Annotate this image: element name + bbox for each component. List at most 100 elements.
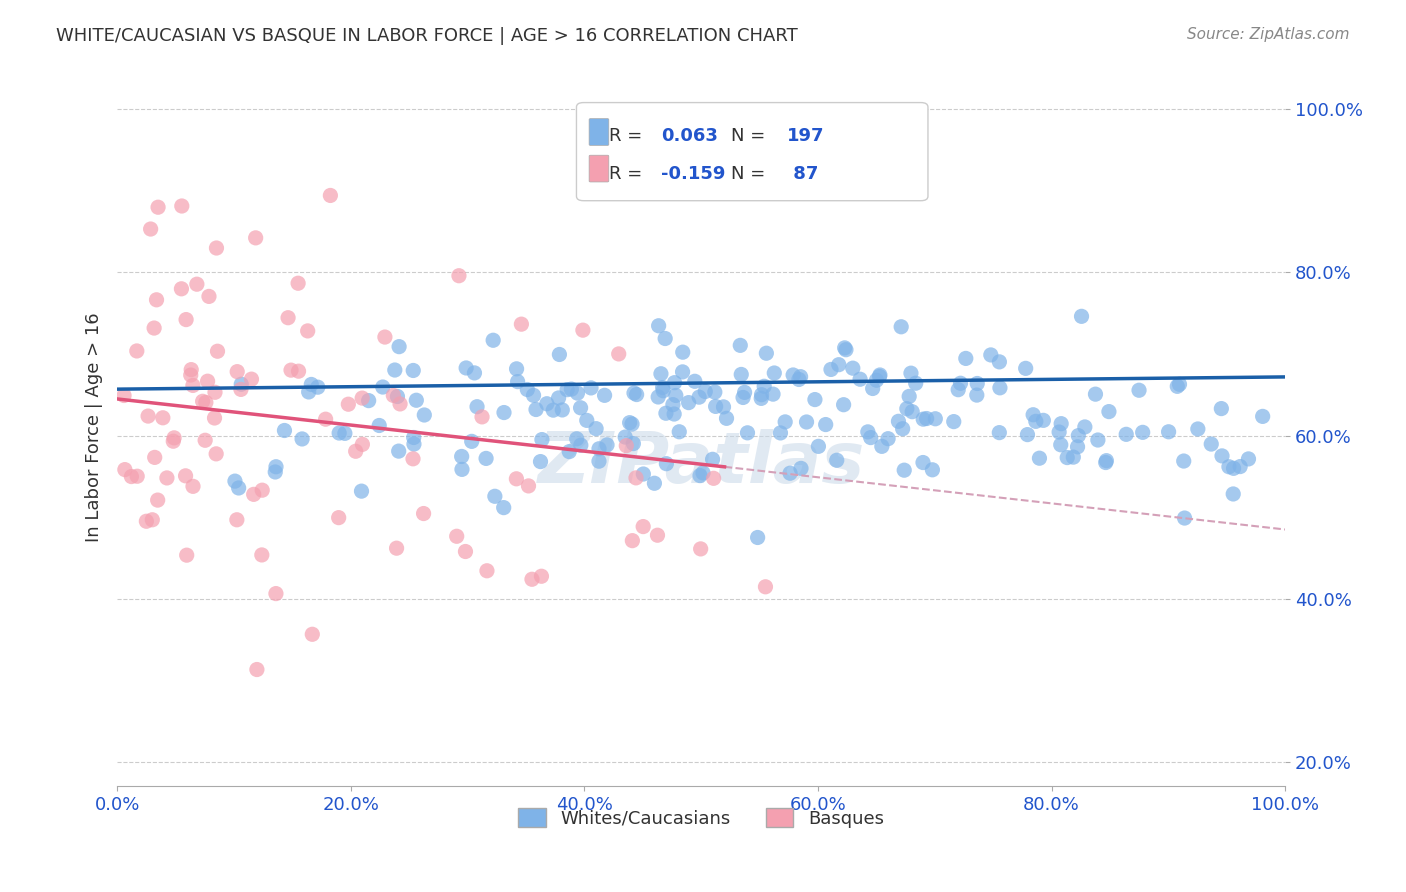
Basques	[614, 439, 637, 453]
Basques	[344, 444, 367, 458]
Whites/Caucasians	[751, 387, 773, 401]
Whites/Caucasians	[384, 363, 406, 377]
Whites/Caucasians	[790, 461, 813, 475]
Whites/Caucasians	[536, 397, 558, 411]
Basques	[510, 317, 533, 331]
Text: 0.063: 0.063	[661, 127, 717, 145]
Whites/Caucasians	[651, 380, 673, 394]
Whites/Caucasians	[530, 433, 553, 447]
Whites/Caucasians	[1199, 437, 1222, 451]
Text: N =: N =	[731, 165, 770, 183]
Whites/Caucasians	[588, 442, 610, 456]
Whites/Caucasians	[1028, 451, 1050, 466]
Whites/Caucasians	[924, 411, 946, 425]
Whites/Caucasians	[688, 390, 710, 404]
Whites/Caucasians	[387, 389, 409, 403]
Whites/Caucasians	[1218, 459, 1240, 474]
Basques	[517, 479, 540, 493]
Whites/Caucasians	[1094, 456, 1116, 470]
Basques	[337, 397, 360, 411]
Basques	[146, 493, 169, 508]
Whites/Caucasians	[734, 385, 756, 400]
Whites/Caucasians	[807, 439, 830, 453]
Whites/Caucasians	[901, 405, 924, 419]
Whites/Caucasians	[1062, 450, 1084, 464]
Whites/Caucasians	[328, 425, 350, 440]
Whites/Caucasians	[870, 439, 893, 453]
Whites/Caucasians	[948, 383, 970, 397]
Whites/Caucasians	[475, 451, 498, 466]
Whites/Caucasians	[695, 384, 717, 399]
Basques	[114, 462, 136, 476]
Whites/Caucasians	[1168, 377, 1191, 392]
Basques	[156, 471, 179, 485]
Basques	[139, 222, 162, 236]
Whites/Caucasians	[668, 425, 690, 439]
Basques	[703, 471, 725, 485]
Whites/Caucasians	[1166, 379, 1188, 393]
Text: 197: 197	[787, 127, 825, 145]
Basques	[112, 388, 135, 402]
Basques	[297, 324, 319, 338]
Whites/Caucasians	[1022, 408, 1045, 422]
Whites/Caucasians	[291, 432, 314, 446]
Basques	[163, 431, 186, 445]
Whites/Caucasians	[350, 484, 373, 499]
Whites/Caucasians	[626, 387, 648, 401]
Basques	[197, 374, 219, 388]
Basques	[143, 321, 166, 335]
Whites/Caucasians	[524, 402, 547, 417]
Basques	[245, 231, 267, 245]
Basques	[204, 385, 226, 400]
Whites/Caucasians	[835, 343, 858, 357]
Whites/Caucasians	[1070, 310, 1092, 324]
Whites/Caucasians	[904, 376, 927, 391]
Whites/Caucasians	[877, 432, 900, 446]
Whites/Caucasians	[988, 355, 1011, 369]
Basques	[162, 434, 184, 449]
Whites/Caucasians	[647, 318, 669, 333]
Whites/Caucasians	[898, 389, 921, 403]
Whites/Caucasians	[357, 393, 380, 408]
Whites/Caucasians	[716, 411, 738, 425]
Whites/Caucasians	[461, 434, 484, 449]
Whites/Caucasians	[1132, 425, 1154, 440]
Basques	[530, 569, 553, 583]
Whites/Caucasians	[1098, 404, 1121, 418]
Basques	[181, 378, 204, 392]
Basques	[250, 483, 273, 498]
Text: R =: R =	[609, 165, 648, 183]
Whites/Caucasians	[796, 415, 818, 429]
Whites/Caucasians	[662, 407, 685, 421]
Whites/Caucasians	[643, 476, 665, 491]
Whites/Caucasians	[551, 403, 574, 417]
Whites/Caucasians	[619, 416, 641, 430]
Whites/Caucasians	[731, 391, 754, 405]
Text: 87: 87	[787, 165, 818, 183]
Whites/Caucasians	[737, 425, 759, 440]
Basques	[205, 241, 228, 255]
Whites/Caucasians	[1056, 450, 1078, 465]
Whites/Caucasians	[402, 430, 425, 444]
Whites/Caucasians	[911, 456, 934, 470]
Whites/Caucasians	[463, 366, 485, 380]
Whites/Caucasians	[579, 381, 602, 395]
Whites/Caucasians	[749, 392, 772, 406]
Whites/Caucasians	[1128, 384, 1150, 398]
Whites/Caucasians	[1237, 451, 1260, 466]
Whites/Caucasians	[912, 412, 935, 426]
Whites/Caucasians	[402, 437, 425, 451]
Whites/Caucasians	[683, 374, 706, 388]
Whites/Caucasians	[231, 377, 253, 392]
Whites/Caucasians	[773, 415, 796, 429]
Whites/Caucasians	[529, 454, 551, 468]
Whites/Caucasians	[596, 438, 619, 452]
Whites/Caucasians	[1173, 454, 1195, 468]
Text: R =: R =	[609, 127, 648, 145]
Whites/Caucasians	[704, 400, 727, 414]
Whites/Caucasians	[980, 348, 1002, 362]
Whites/Caucasians	[575, 413, 598, 427]
Whites/Caucasians	[505, 361, 527, 376]
Basques	[205, 447, 228, 461]
Whites/Caucasians	[900, 366, 922, 380]
